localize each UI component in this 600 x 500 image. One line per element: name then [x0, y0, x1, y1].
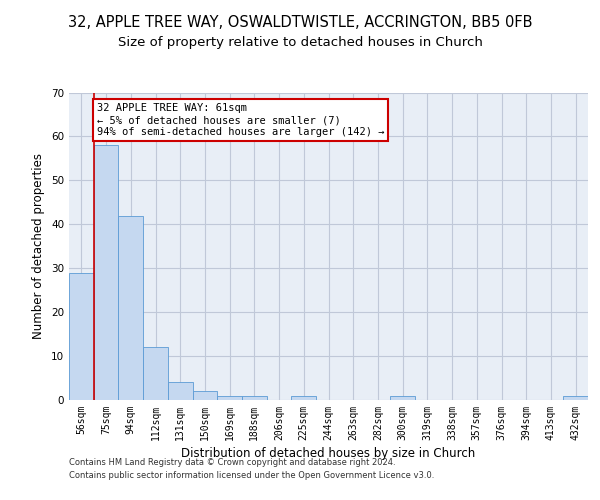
Bar: [292, 396, 316, 400]
Bar: [94, 145, 118, 400]
Bar: [193, 391, 217, 400]
Bar: [118, 216, 143, 400]
Text: 32, APPLE TREE WAY, OSWALDTWISTLE, ACCRINGTON, BB5 0FB: 32, APPLE TREE WAY, OSWALDTWISTLE, ACCRI…: [68, 15, 532, 30]
Text: Contains public sector information licensed under the Open Government Licence v3: Contains public sector information licen…: [69, 472, 434, 480]
Y-axis label: Number of detached properties: Number of detached properties: [32, 153, 46, 339]
Bar: [390, 396, 415, 400]
Bar: [143, 348, 168, 400]
Text: 32 APPLE TREE WAY: 61sqm
← 5% of detached houses are smaller (7)
94% of semi-det: 32 APPLE TREE WAY: 61sqm ← 5% of detache…: [97, 104, 384, 136]
Bar: [168, 382, 193, 400]
Bar: [217, 396, 242, 400]
Bar: [69, 272, 94, 400]
Bar: [563, 396, 588, 400]
Text: Contains HM Land Registry data © Crown copyright and database right 2024.: Contains HM Land Registry data © Crown c…: [69, 458, 395, 467]
X-axis label: Distribution of detached houses by size in Church: Distribution of detached houses by size …: [181, 447, 476, 460]
Bar: [242, 396, 267, 400]
Text: Size of property relative to detached houses in Church: Size of property relative to detached ho…: [118, 36, 482, 49]
